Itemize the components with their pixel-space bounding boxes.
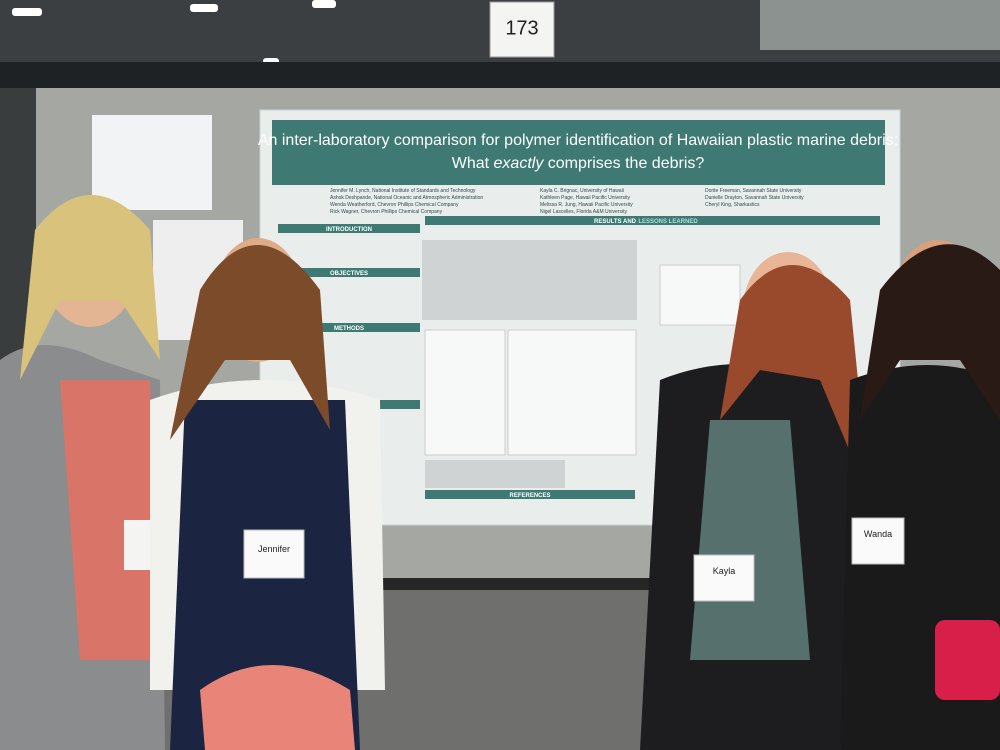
section-header: REFERENCES — [509, 493, 550, 499]
poster-title: An inter-laboratory comparison for polym… — [258, 132, 898, 149]
author-list: Jennifer M. Lynch, National Institute of… — [330, 188, 804, 215]
author-line: Wenda Weatherford, Chevron Phillips Chem… — [330, 202, 459, 208]
author-line: Danielle Drayton, Savannah State Univers… — [705, 195, 804, 201]
person-1 — [0, 195, 165, 750]
panel-frame — [0, 62, 1000, 92]
booth-sign — [489, 1, 555, 58]
figure — [424, 329, 506, 456]
section-bar — [278, 224, 420, 233]
data-table — [425, 460, 565, 488]
booth-number: 173 — [505, 17, 538, 39]
poster-title: What exactly comprises the debris? — [452, 155, 705, 172]
section-header: INTRODUCTION — [326, 227, 372, 233]
name-badge: Kayla — [713, 566, 736, 576]
person-2: Jennifer — [150, 238, 385, 750]
author-line: Kathleen Page, Hawaii Pacific University — [540, 195, 631, 201]
section-header: OBJECTIVES — [330, 271, 368, 277]
author-line: Jennifer M. Lynch, National Institute of… — [330, 188, 476, 194]
section-bar — [425, 490, 635, 499]
name-badge: Jennifer — [258, 544, 290, 554]
board-base — [380, 578, 660, 590]
name-badge: Wanda — [864, 529, 892, 539]
data-table — [422, 240, 637, 320]
ceiling-wall — [760, 0, 1000, 50]
author-line: Melissa R. Jung, Hawaii Pacific Universi… — [540, 202, 633, 208]
section-bar — [278, 323, 420, 332]
poster-title-band — [272, 120, 885, 185]
figure — [507, 329, 637, 456]
section-header: LESSONS LEARNED — [638, 219, 698, 225]
person-4: Wanda — [840, 240, 1000, 750]
figure — [659, 264, 741, 326]
ceiling-lights — [12, 0, 336, 64]
author-line: Rick Wagner, Chevron Phillips Chemical C… — [330, 209, 443, 215]
author-line: Nigel Lascelles, Florida A&M University — [540, 209, 627, 215]
notice-sheet — [92, 115, 212, 210]
poster-title-part: What — [452, 155, 494, 172]
author-line: Ashok Deshpande, National Oceanic and At… — [330, 195, 483, 201]
author-line: Dorite Freeman, Savannah State Universit… — [705, 188, 802, 194]
person-3: Kayla — [640, 252, 870, 750]
author-line: Cheryl King, Sharkastics — [705, 202, 760, 208]
poster-title-part: exactly — [494, 155, 545, 172]
section-header: METHODS — [334, 326, 364, 332]
author-line: Kayla C. Brignac, University of Hawaii — [540, 188, 624, 194]
poster-title-part: comprises the debris? — [543, 155, 704, 172]
section-bar — [425, 216, 880, 225]
section-bar — [360, 400, 420, 409]
section-header: RESULTS AND — [594, 219, 637, 225]
section-bar — [278, 268, 420, 277]
